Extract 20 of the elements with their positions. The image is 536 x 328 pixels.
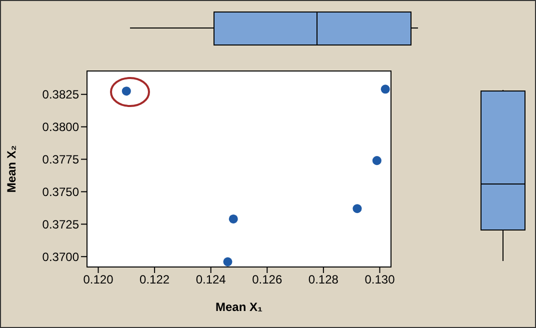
x-tick-label: 0.124 [196,272,226,287]
x-axis-title: Mean X₁ [216,300,263,314]
point [372,156,382,166]
point [352,204,362,214]
y-tick-label: 0.3750 [42,184,80,199]
y-tick-label: 0.3775 [42,152,80,167]
x-tick-label: 0.126 [252,272,282,287]
y-tick-label: 0.3825 [42,88,80,102]
point [122,86,131,96]
y-axis-title: Mean X₂ [4,145,18,193]
x-tick-label: 0.128 [308,272,339,287]
x-tick-label: 0.120 [83,272,114,287]
x-tick-label: 0.130 [364,272,396,287]
point [380,84,390,94]
y-tick-label: 0.3800 [42,120,80,134]
y-tick-label: 0.3725 [42,217,80,232]
x-tick-label: 0.122 [140,272,170,287]
y-tick-label: 0.3700 [42,250,80,264]
point [223,257,232,266]
point [228,214,238,224]
